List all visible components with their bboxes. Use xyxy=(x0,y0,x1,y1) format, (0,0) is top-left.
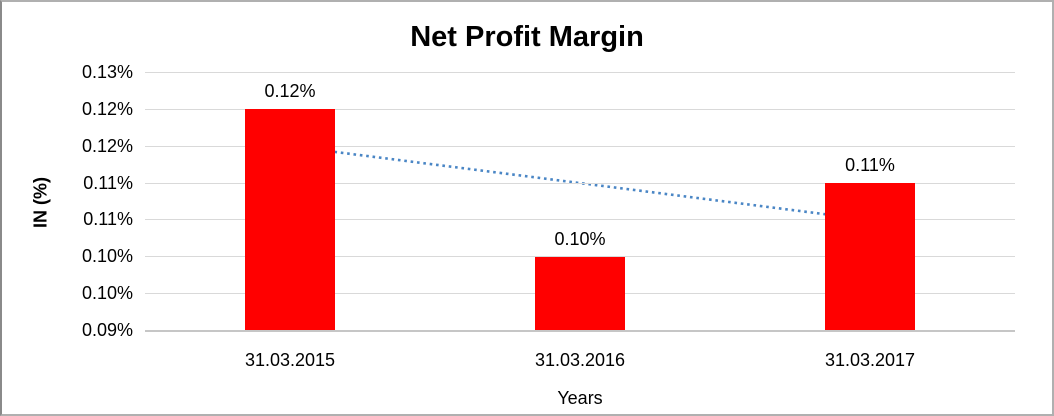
bar-31.03.2015 xyxy=(245,109,335,331)
y-tick-label: 0.12% xyxy=(81,98,133,119)
bar-31.03.2017 xyxy=(825,183,915,331)
x-axis-title: Years xyxy=(557,388,603,408)
x-tick-label: 31.03.2015 xyxy=(244,350,336,370)
y-tick-label: 0.11% xyxy=(83,172,133,193)
x-tick-label: 31.03.2016 xyxy=(534,350,626,370)
bar-31.03.2016 xyxy=(535,256,625,331)
y-tick-label: 0.09% xyxy=(81,320,133,340)
bar-value-label: 0.11% xyxy=(845,155,895,176)
chart-title: Net Profit Margin xyxy=(410,21,644,53)
gridline xyxy=(145,108,1015,110)
y-tick-label: 0.10% xyxy=(81,283,133,304)
bar-value-label: 0.10% xyxy=(554,228,606,249)
y-tick-label: 0.10% xyxy=(81,246,133,267)
gridline xyxy=(145,72,1015,73)
gridline xyxy=(145,145,1015,147)
y-tick-label: 0.12% xyxy=(81,135,133,156)
x-tick-label: 31.03.2017 xyxy=(824,350,916,370)
bar-value-label: 0.12% xyxy=(264,81,316,102)
gridline xyxy=(145,219,1015,221)
y-tick-label: 0.13% xyxy=(81,62,133,82)
y-tick-label: 0.11% xyxy=(83,209,133,230)
gridline xyxy=(145,182,1015,184)
y-axis-title: IN (%) xyxy=(30,177,51,228)
x-axis-line xyxy=(145,329,1015,332)
